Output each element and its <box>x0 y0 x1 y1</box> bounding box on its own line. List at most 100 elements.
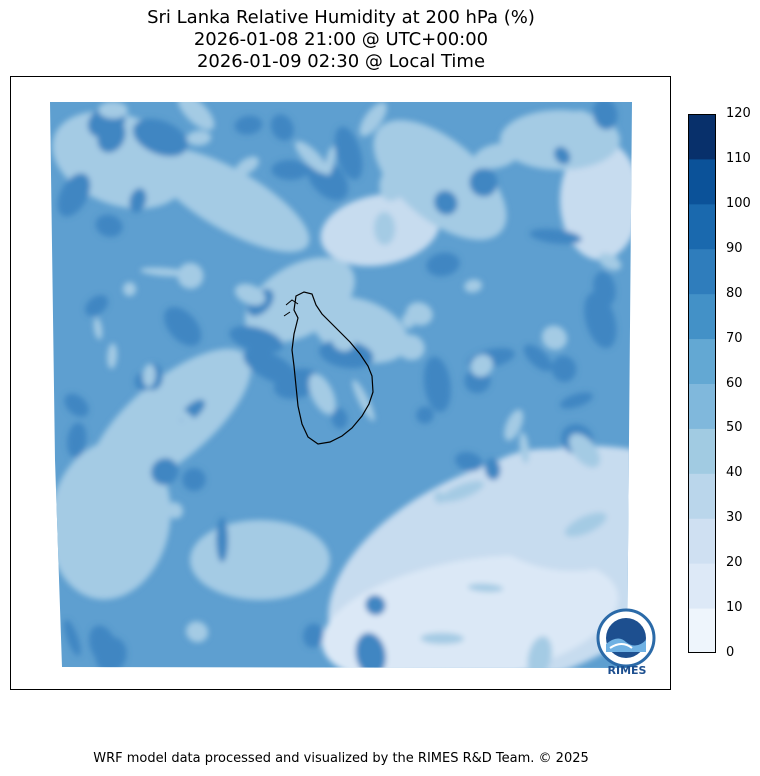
humidity-contour <box>176 408 202 434</box>
humidity-contour <box>325 146 336 176</box>
humidity-contour <box>271 159 309 180</box>
humidity-contour <box>122 282 137 297</box>
colorbar-segment <box>688 293 716 340</box>
humidity-contour <box>568 433 601 468</box>
colorbar-tick-label: 0 <box>726 645 735 660</box>
humidity-contour <box>334 126 363 180</box>
humidity-contour <box>470 354 493 377</box>
colorbar-segment <box>688 518 716 564</box>
humidity-contour <box>433 491 446 504</box>
humidity-contour <box>420 632 464 645</box>
humidity-contour <box>569 110 593 131</box>
humidity-contour <box>355 632 386 668</box>
humidity-contour <box>319 340 374 369</box>
humidity-contour <box>473 143 520 169</box>
humidity-field <box>50 102 632 668</box>
humidity-contour <box>133 118 188 157</box>
humidity-contour <box>177 102 215 131</box>
humidity-contour <box>270 114 294 141</box>
colorbar-tick-label: 80 <box>726 285 743 301</box>
humidity-contour <box>243 348 298 385</box>
sri-lanka-coastline <box>291 291 374 445</box>
humidity-contour <box>182 468 206 492</box>
humidity-contour <box>67 422 87 458</box>
humidity-contour <box>423 356 451 413</box>
humidity-contour <box>57 173 91 217</box>
chart-title-line-2: 2026-01-08 21:00 @ UTC+00:00 <box>193 29 489 50</box>
humidity-contour <box>64 393 89 417</box>
humidity-contour <box>396 334 425 361</box>
footer-credit: WRF model data processed and visualized … <box>93 751 589 766</box>
humidity-contour <box>470 448 632 572</box>
humidity-contour <box>151 458 179 486</box>
humidity-contour <box>166 502 184 519</box>
humidity-contour <box>598 253 622 271</box>
humidity-contour <box>406 302 433 326</box>
colorbar-tick-label: 30 <box>726 510 743 526</box>
humidity-contour <box>190 520 330 600</box>
colorbar-tick-label: 60 <box>726 375 743 391</box>
colorbar-tick-label: 90 <box>726 240 743 256</box>
chart-title-line-3: 2026-01-09 02:30 @ Local Time <box>196 51 486 72</box>
humidity-contour <box>440 480 485 502</box>
humidity-contour <box>63 619 81 656</box>
humidity-contour <box>129 188 147 213</box>
humidity-contour <box>560 140 632 260</box>
humidity-contour <box>295 141 329 174</box>
humidity-contour <box>559 392 593 409</box>
humidity-contour <box>541 325 568 350</box>
colorbar-tick-label: 120 <box>726 106 751 121</box>
humidity-contour <box>352 379 375 422</box>
humidity-contour <box>89 625 117 665</box>
humidity-contour <box>484 458 501 480</box>
humidity-contour <box>164 306 202 346</box>
humidity-contour <box>278 567 294 578</box>
humidity-contour <box>229 325 284 353</box>
humidity-contour <box>107 343 118 369</box>
colorbar-segment <box>688 563 716 609</box>
humidity-contour <box>379 164 408 201</box>
humidity-contour <box>150 148 310 252</box>
humidity-contour <box>416 406 434 424</box>
humidity-contour <box>303 623 324 648</box>
humidity-contour <box>406 157 421 173</box>
humidity-contour <box>554 146 571 165</box>
humidity-contour <box>186 130 212 146</box>
humidity-contour <box>519 432 530 464</box>
colorbar-tick-label: 100 <box>726 195 751 211</box>
colorbar-tick-label: 110 <box>726 150 751 166</box>
humidity-contour <box>234 115 263 135</box>
humidity-contour <box>373 211 396 246</box>
colorbar-tick-label: 40 <box>726 465 743 481</box>
humidity-contour <box>308 373 336 415</box>
rimes-logo: RIMES <box>592 606 662 680</box>
colorbar-tick-label: 10 <box>726 600 743 616</box>
colorbar-tick-label: 50 <box>726 420 743 436</box>
humidity-contour <box>527 636 552 668</box>
humidity-contour <box>454 451 483 472</box>
humidity-contour <box>235 156 259 176</box>
humidity-contour <box>584 292 617 349</box>
logo-text: RIMES <box>607 664 647 677</box>
colorbar-segment <box>688 428 716 474</box>
colorbar-segment <box>688 114 716 160</box>
humidity-contour <box>426 252 460 277</box>
humidity-contour <box>331 407 348 429</box>
humidity-contour <box>98 181 116 197</box>
colorbar-tick-label: 20 <box>726 555 743 571</box>
humidity-contour <box>140 267 189 277</box>
colorbar <box>688 114 716 653</box>
humidity-contour <box>359 102 387 137</box>
humidity-contour <box>84 295 109 317</box>
colorbar-segment <box>688 338 716 384</box>
humidity-contour <box>365 595 386 616</box>
colorbar-segment <box>688 158 716 205</box>
humidity-contour <box>464 279 483 293</box>
humidity-contour <box>93 317 103 340</box>
colorbar-segment <box>688 203 716 250</box>
humidity-contour <box>234 283 266 306</box>
humidity-contour <box>529 228 582 245</box>
humidity-contour <box>592 102 618 130</box>
humidity-contour <box>564 512 607 537</box>
